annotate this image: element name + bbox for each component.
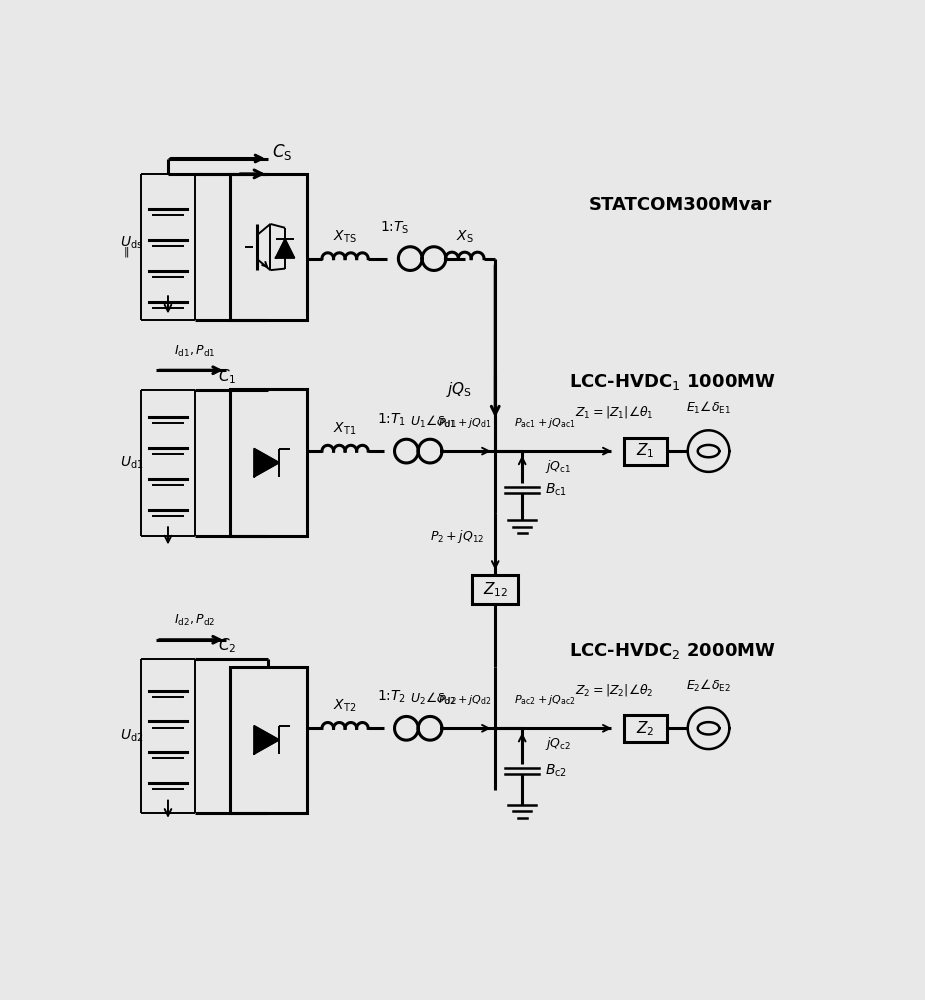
Text: $Z_1=|Z_1|\angle\theta_1$: $Z_1=|Z_1|\angle\theta_1$: [575, 404, 654, 420]
Polygon shape: [254, 449, 278, 477]
Text: $I_{\rm d2},P_{\rm d2}$: $I_{\rm d2},P_{\rm d2}$: [174, 613, 216, 628]
Text: 1:$T_2$: 1:$T_2$: [376, 689, 406, 705]
Text: $jQ_{\rm S}$: $jQ_{\rm S}$: [446, 380, 472, 399]
Text: $U_{\rm d2}$: $U_{\rm d2}$: [120, 728, 143, 744]
Text: $U_1\angle\delta_{\rm U1}$: $U_1\angle\delta_{\rm U1}$: [410, 413, 457, 430]
Bar: [624, 438, 667, 465]
Text: $Z_2=|Z_2|\angle\theta_2$: $Z_2=|Z_2|\angle\theta_2$: [575, 682, 654, 698]
Text: $B_{\rm c1}$: $B_{\rm c1}$: [546, 481, 567, 498]
Text: $P_{\rm ac2}+jQ_{\rm ac2}$: $P_{\rm ac2}+jQ_{\rm ac2}$: [514, 693, 576, 707]
Text: $\Vert$: $\Vert$: [123, 245, 129, 259]
Text: LCC-HVDC$_1$ 1000MW: LCC-HVDC$_1$ 1000MW: [569, 372, 776, 392]
Text: $U_2\angle\delta_{\rm U2}$: $U_2\angle\delta_{\rm U2}$: [410, 691, 457, 707]
Bar: [624, 715, 667, 742]
Text: $I_{\rm d1},P_{\rm d1}$: $I_{\rm d1},P_{\rm d1}$: [174, 344, 216, 359]
Text: $P_{\rm ac1}+jQ_{\rm ac1}$: $P_{\rm ac1}+jQ_{\rm ac1}$: [514, 416, 576, 430]
Text: $X_{\rm TS}$: $X_{\rm TS}$: [333, 228, 357, 245]
Text: $Z_2$: $Z_2$: [636, 719, 655, 738]
Text: 1:$T_1$: 1:$T_1$: [376, 412, 406, 428]
Text: $C_{\rm S}$: $C_{\rm S}$: [272, 142, 292, 162]
Text: $U_{\rm d1}$: $U_{\rm d1}$: [120, 454, 143, 471]
Text: $C_1$: $C_1$: [218, 367, 237, 386]
Text: LCC-HVDC$_2$ 2000MW: LCC-HVDC$_2$ 2000MW: [569, 641, 776, 661]
Polygon shape: [254, 726, 278, 754]
Text: $P_{\rm d2}+jQ_{\rm d2}$: $P_{\rm d2}+jQ_{\rm d2}$: [438, 693, 491, 707]
Text: $E_1\angle\delta_{\rm E1}$: $E_1\angle\delta_{\rm E1}$: [686, 400, 731, 416]
Polygon shape: [276, 239, 294, 258]
Bar: [229, 389, 306, 536]
Text: $Z_{12}$: $Z_{12}$: [483, 580, 508, 599]
Text: $U_{\rm ds}$: $U_{\rm ds}$: [120, 235, 143, 251]
Text: $jQ_{\rm c1}$: $jQ_{\rm c1}$: [546, 458, 572, 475]
Bar: [472, 575, 518, 604]
Text: $jQ_{\rm c2}$: $jQ_{\rm c2}$: [546, 735, 572, 752]
Text: $B_{\rm c2}$: $B_{\rm c2}$: [546, 762, 567, 779]
Text: $P_2+jQ_{12}$: $P_2+jQ_{12}$: [429, 528, 484, 545]
Text: 1:$T_{\rm S}$: 1:$T_{\rm S}$: [380, 219, 410, 235]
Bar: [229, 667, 306, 813]
Text: $C_2$: $C_2$: [218, 636, 237, 655]
Text: $P_{\rm d1}+jQ_{\rm d1}$: $P_{\rm d1}+jQ_{\rm d1}$: [438, 416, 491, 430]
Text: $X_{\rm S}$: $X_{\rm S}$: [456, 228, 474, 245]
Text: $Z_1$: $Z_1$: [636, 442, 655, 460]
Text: $X_{\rm T2}$: $X_{\rm T2}$: [333, 698, 357, 714]
Text: STATCOM300Mvar: STATCOM300Mvar: [588, 196, 771, 214]
Text: $X_{\rm T1}$: $X_{\rm T1}$: [333, 421, 357, 437]
Bar: [229, 174, 306, 320]
Text: $E_2\angle\delta_{\rm E2}$: $E_2\angle\delta_{\rm E2}$: [686, 678, 731, 694]
